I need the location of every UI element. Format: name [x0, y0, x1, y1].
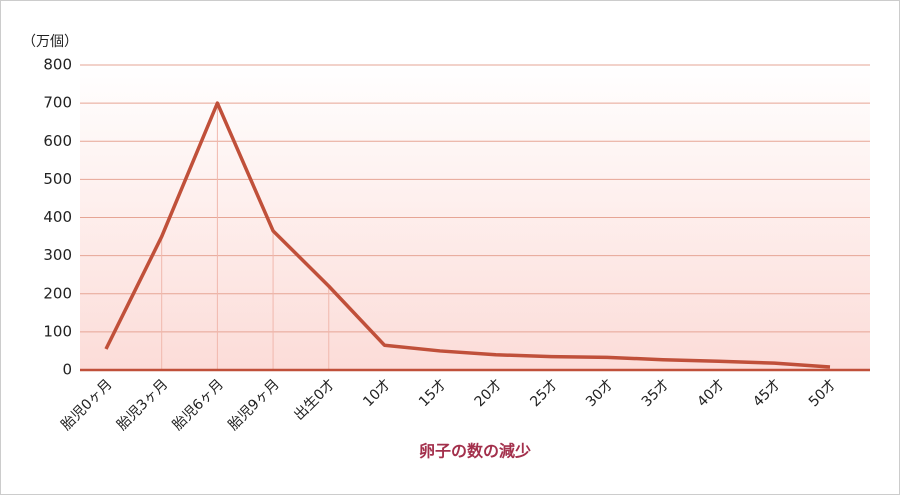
y-tick-label: 800 — [43, 56, 72, 74]
y-unit: （万個） — [22, 34, 78, 50]
y-tick-label: 0 — [62, 361, 72, 379]
series-line — [104, 101, 831, 369]
y-tick-label: 200 — [43, 284, 72, 302]
y-tick-label: 500 — [43, 170, 72, 188]
y-tick-label: 100 — [43, 322, 72, 340]
y-tick-label: 300 — [43, 246, 72, 264]
x-axis-title: 卵子の数の減少 — [419, 442, 531, 461]
y-tick-label: 400 — [43, 208, 72, 226]
y-tick-label: 600 — [43, 132, 72, 150]
y-tick-label: 700 — [43, 94, 72, 112]
